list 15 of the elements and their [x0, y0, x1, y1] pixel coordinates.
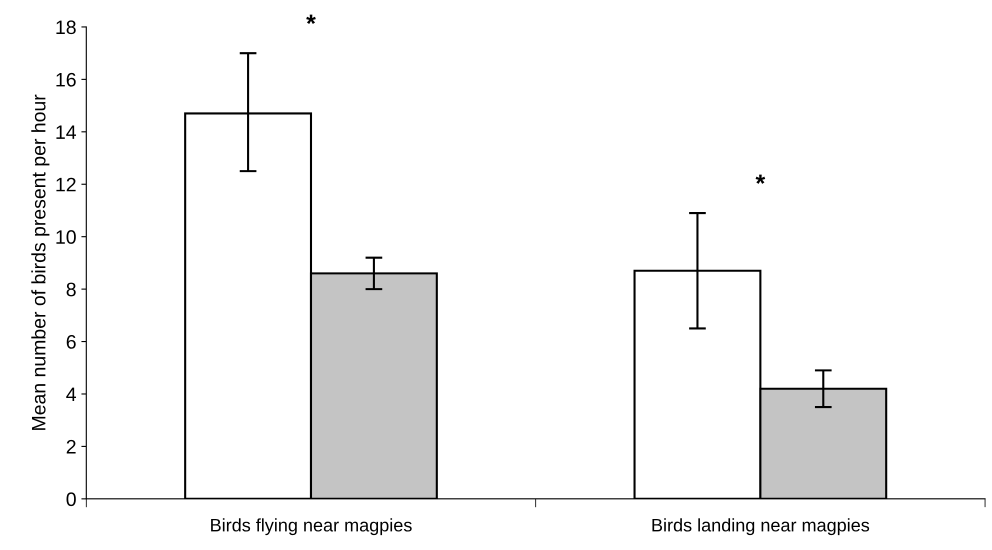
y-tick-label: 14	[56, 125, 76, 139]
y-tick-label: 18	[56, 20, 76, 34]
text: *	[306, 14, 316, 24]
y-tick-label: 12	[56, 178, 76, 192]
y-tick-label: 6	[66, 335, 76, 349]
y-tick-label: 16	[56, 72, 76, 87]
y-tick-label: 0	[66, 492, 76, 506]
y-tick-label: 8	[66, 282, 76, 296]
y-axis-title: Mean number of birds present per hour	[31, 94, 50, 430]
x-tick-label: Birds landing near magpies	[652, 518, 870, 536]
x-tick-label: Birds flying near magpies	[211, 518, 412, 536]
y-tick-label: 4	[66, 388, 76, 402]
y-tick-label: 2	[66, 440, 76, 454]
y-tick-label: 10	[56, 230, 76, 244]
annotation: *	[756, 174, 766, 184]
